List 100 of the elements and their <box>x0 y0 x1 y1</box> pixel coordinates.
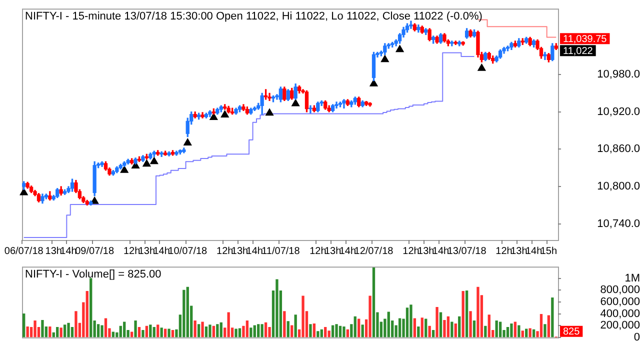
x-tick-label: 13h <box>138 246 156 257</box>
bar <box>331 325 334 338</box>
bar <box>234 328 238 338</box>
point <box>266 108 274 116</box>
bar <box>417 326 420 338</box>
point <box>20 188 28 196</box>
bar <box>436 306 438 338</box>
bar <box>324 327 327 338</box>
y-tick-label: 10,980.0 <box>597 68 640 81</box>
y-tick-label: 400,000 <box>600 308 640 320</box>
x-tick-label: 13h <box>231 246 248 257</box>
x-tick-label: 14h <box>246 246 263 257</box>
bar <box>100 325 104 338</box>
x-tick-label: 13h <box>418 246 434 257</box>
x-tick-label: 12h <box>496 246 512 257</box>
chart-title: NIFTY-I - Volume[] = 825.00 <box>25 268 162 281</box>
bar <box>74 311 78 338</box>
x-tick-label: 14h <box>153 246 170 257</box>
bar <box>197 324 200 338</box>
bar <box>86 291 88 338</box>
bar <box>358 318 360 338</box>
bar <box>264 322 268 338</box>
bar <box>250 328 252 338</box>
bar <box>443 320 446 338</box>
bar <box>26 326 29 338</box>
bar <box>488 314 490 338</box>
bar <box>145 326 148 338</box>
bar <box>309 324 312 338</box>
bar <box>540 314 543 338</box>
y-tick-label: 600,000 <box>600 296 640 308</box>
bar <box>454 324 457 338</box>
bar <box>182 290 186 338</box>
bar <box>138 327 141 338</box>
x-tick-label: 13h <box>45 246 62 257</box>
bar <box>123 322 126 338</box>
y-tick-label: 10,740.0 <box>597 218 640 230</box>
bar <box>495 320 498 338</box>
bar <box>354 316 356 338</box>
x-tick-label: 12h <box>402 246 420 257</box>
bar <box>276 279 278 338</box>
point <box>184 138 192 146</box>
x-tick-label: 13/07/18 <box>447 246 487 257</box>
bar <box>432 330 435 338</box>
bar <box>514 322 517 338</box>
bar <box>338 326 342 338</box>
point <box>292 99 300 106</box>
bar <box>328 330 330 338</box>
bar <box>96 324 100 338</box>
y-tick-label: 10,800.0 <box>597 180 640 193</box>
bar <box>361 324 364 338</box>
bar <box>160 328 163 338</box>
bar <box>290 325 294 338</box>
bar <box>387 312 390 338</box>
bar <box>60 328 62 338</box>
bar <box>22 313 26 338</box>
bar <box>56 327 59 338</box>
bar <box>420 318 424 338</box>
bar <box>465 290 468 338</box>
bar <box>312 324 316 338</box>
bar <box>216 324 219 338</box>
point <box>142 160 151 167</box>
bar <box>204 326 208 338</box>
bar <box>462 291 464 338</box>
bar <box>168 328 170 338</box>
bar <box>257 324 260 338</box>
chart-title: NIFTY-I - 15-minute 13/07/18 15:30:00 Open 11022, Hi 11022, Lo 11022, Close 11022 (-0.0%) <box>25 10 482 23</box>
x-tick-label: 14h <box>339 246 356 257</box>
point <box>478 64 486 71</box>
bar <box>294 314 297 338</box>
bar <box>439 312 442 338</box>
bar <box>544 324 546 338</box>
point <box>90 196 99 204</box>
bar <box>48 326 52 338</box>
bar <box>346 329 350 338</box>
bar <box>220 322 222 338</box>
bar <box>142 330 144 338</box>
point <box>220 110 229 118</box>
bar <box>472 320 476 338</box>
bar <box>510 324 513 338</box>
bar <box>194 320 196 338</box>
point <box>396 45 404 52</box>
text: 11,022 <box>563 46 594 57</box>
bar <box>238 328 242 338</box>
bar <box>67 322 70 338</box>
bar <box>551 298 554 338</box>
bar <box>208 324 212 338</box>
point <box>380 55 389 62</box>
bar <box>398 318 402 338</box>
bar <box>428 326 431 338</box>
bar <box>156 324 160 338</box>
bar <box>547 315 550 338</box>
x-tick-label: 14h <box>432 246 450 257</box>
y-tick-label: 10,920.0 <box>597 106 640 118</box>
bar <box>246 320 249 338</box>
bar <box>63 324 66 338</box>
bar <box>41 320 44 338</box>
bar <box>283 311 286 338</box>
x-tick-label: 09/07/18 <box>75 246 114 257</box>
bar <box>286 321 290 338</box>
bar <box>446 316 450 338</box>
